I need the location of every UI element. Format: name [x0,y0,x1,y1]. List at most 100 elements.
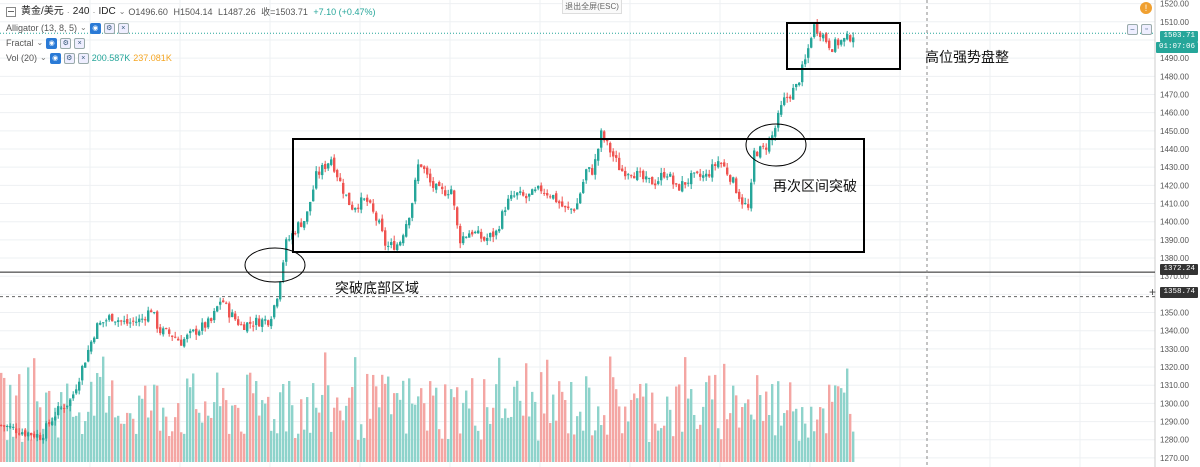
candle-body [447,194,450,196]
add-level-icon[interactable]: + [1148,285,1156,299]
y-tick-label: 1480.00 [1160,72,1189,81]
range-breakout-ellipse [745,123,807,167]
volume-bar [732,385,735,462]
y-tick-label: 1460.00 [1160,109,1189,118]
candle-body [204,322,207,328]
candle-body [702,175,705,178]
symbol-name[interactable]: 黄金/美元 [21,6,64,17]
candle-body [324,163,327,169]
exit-fullscreen-button[interactable]: 退出全屏(ESC) [562,0,622,14]
candle-body [201,322,204,331]
volume-bar [579,411,582,462]
volume-bar [714,374,717,462]
candle-body [120,320,123,322]
collapse-icon[interactable] [6,7,16,17]
volume-bar [258,415,261,462]
candle-body [54,416,57,421]
volume-bar [771,384,774,462]
candle-body [597,148,600,161]
candle-body [36,434,39,438]
volume-bar [174,417,177,462]
volume-bar [192,373,195,462]
candle-body [357,207,360,209]
volume-bar [663,425,666,462]
minimize-icon[interactable]: – [1127,24,1138,35]
indicator-alligator[interactable]: Alligator (13, 8, 5) ⌄ ◉ ⚙ × [6,22,129,34]
volume-bar [117,415,120,462]
volume-bar [375,386,378,462]
chevron-down-icon[interactable]: ⌄ [118,7,126,16]
candle-body [774,128,777,137]
candle-body [678,184,681,191]
volume-bar [318,412,321,462]
candle-body [156,311,159,329]
y-tick-label: 1310.00 [1160,381,1189,390]
indicator-volume[interactable]: Vol (20) ⌄ ◉ ⚙ × 200.587K 237.081K [6,52,172,64]
candle-body [129,322,132,324]
interval-label[interactable]: 240 [72,6,90,17]
volume-bar [12,436,15,462]
volume-bar [621,433,624,462]
volume-bar [429,381,432,462]
volume-bar [606,434,609,462]
candle-body [726,167,729,175]
candle-body [105,320,108,322]
candle-body [198,331,201,336]
indicator-fractal[interactable]: Fractal ⌄ ◉ ⚙ × [6,37,86,49]
maximize-icon[interactable]: ▫ [1141,24,1152,35]
volume-bar [525,363,528,462]
volume-bar [783,413,786,462]
candle-body [441,186,444,190]
volume-bar [387,376,390,462]
candle-body [837,39,840,46]
volume-bar [795,408,798,462]
volume-bar [306,397,309,462]
chevron-down-icon[interactable]: ⌄ [40,53,47,62]
candle-body [420,164,423,167]
volume-bar [123,423,126,462]
close-value: 收=1503.71 [261,7,308,17]
candle-body [375,212,378,221]
volume-bar [357,439,360,462]
volume-bar [57,437,60,462]
candle-body [585,169,588,181]
visibility-icon[interactable]: ◉ [49,52,61,64]
top-right-icons: ! [1140,2,1152,14]
chevron-down-icon[interactable]: ⌄ [80,23,87,32]
settings-icon[interactable]: ⚙ [63,52,75,64]
candle-body [705,173,708,177]
candle-body [396,244,399,251]
pane-controls: – ▫ [1127,24,1152,35]
close-icon[interactable]: × [77,52,89,64]
candle-body [663,172,666,178]
candle-body [732,177,735,183]
candle-body [381,218,384,232]
candle-body [228,303,231,318]
volume-bar [492,407,495,462]
volume-bar [321,394,324,462]
volume-bar [486,407,489,462]
chevron-down-icon[interactable]: ⌄ [36,38,44,47]
candle-body [744,203,747,205]
volume-bar [669,409,672,462]
candle-body [132,320,135,322]
candle-body [840,40,843,45]
volume-bar [342,420,345,462]
visibility-icon[interactable]: ◉ [89,22,101,34]
visibility-icon[interactable]: ◉ [46,37,58,49]
close-icon[interactable]: × [117,22,129,34]
candle-body [18,433,21,435]
alert-icon[interactable]: ! [1140,2,1152,14]
settings-icon[interactable]: ⚙ [103,22,115,34]
close-icon[interactable]: × [74,37,86,49]
candle-body [699,173,702,177]
volume-bar [66,383,69,462]
candle-body [753,150,756,182]
settings-icon[interactable]: ⚙ [60,37,72,49]
candle-body [495,230,498,236]
y-tick-label: 1300.00 [1160,399,1189,408]
volume-bar [462,402,465,462]
volume-bar [660,428,663,462]
volume-bar [717,428,720,462]
